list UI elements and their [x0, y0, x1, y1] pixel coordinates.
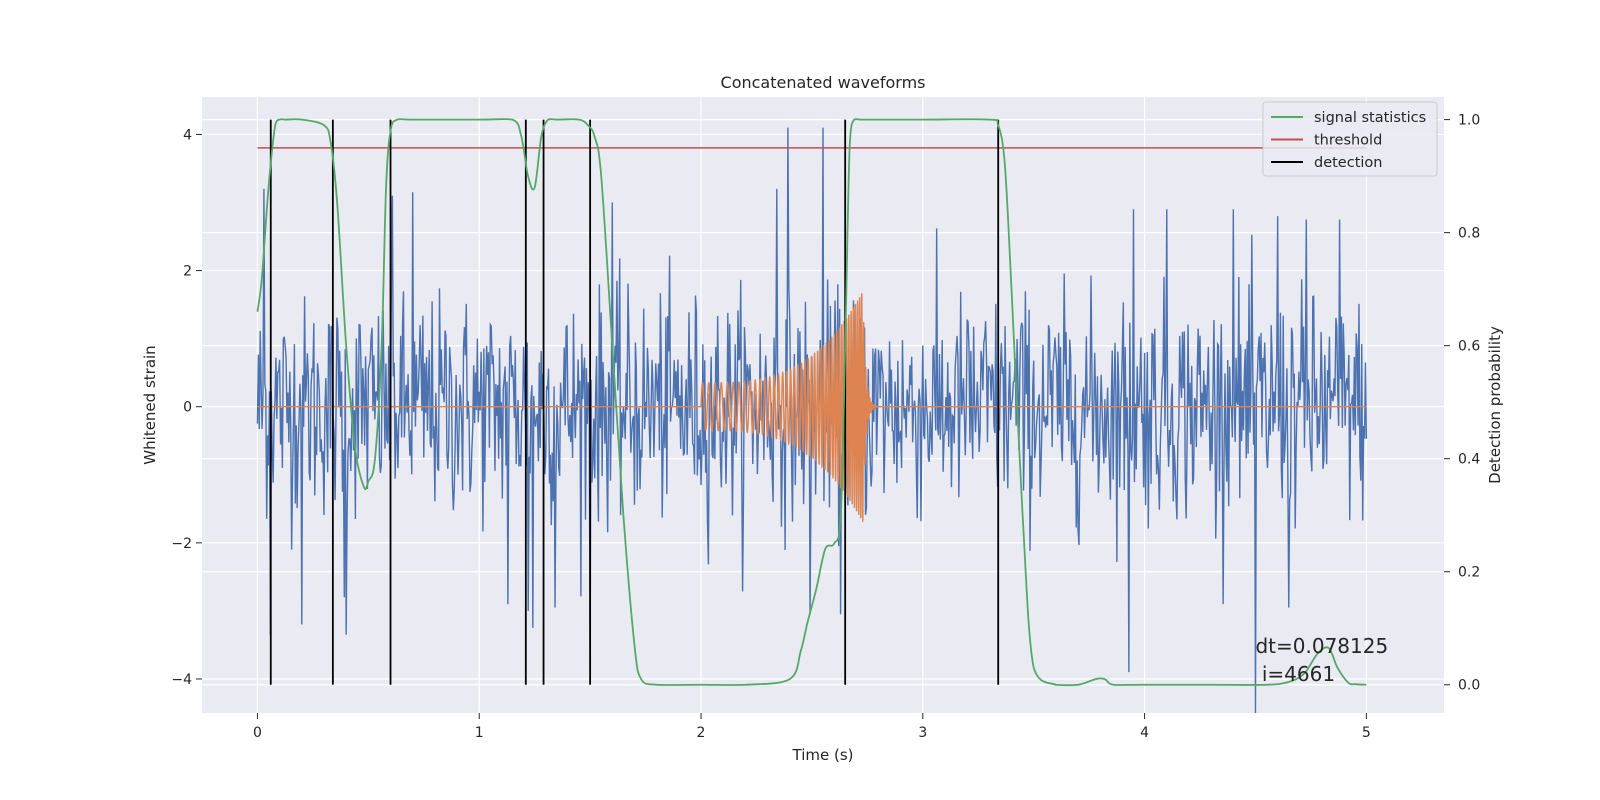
legend-label-threshold: threshold — [1314, 133, 1382, 149]
y-tick-label: 0 — [183, 400, 192, 416]
y-right-tick-label: 0.8 — [1458, 226, 1480, 242]
x-tick-label: 1 — [475, 725, 484, 741]
legend-label-detection: detection — [1314, 155, 1382, 171]
x-tick-label: 0 — [253, 725, 262, 741]
axis-layer: 0 1 2 3 4 5 −4 −2 0 2 4 0.0 0.2 0.4 0.6 0.8 1.0 — [171, 113, 1480, 741]
y-tick-label: 2 — [183, 264, 192, 280]
y-right-tick-label: 0.6 — [1458, 339, 1480, 355]
y-tick-label: −4 — [171, 672, 192, 688]
series-layer — [256, 118, 1368, 714]
y-right-tick-label: 0.0 — [1458, 678, 1480, 694]
x-tick-label: 5 — [1362, 725, 1371, 741]
y-right-tick-label: 1.0 — [1458, 113, 1480, 129]
y-right-tick-label: 0.2 — [1458, 565, 1480, 581]
y-axis-right-title: Detection probability — [1486, 326, 1504, 484]
series-injected-waveform — [257, 293, 1367, 522]
x-tick-label: 4 — [1140, 725, 1149, 741]
y-right-tick-label: 0.4 — [1458, 452, 1480, 468]
legend-label-signal-statistics: signal statistics — [1314, 110, 1426, 126]
annotation-dt: dt=0.078125 — [1255, 634, 1388, 658]
y-tick-label: −2 — [171, 536, 192, 552]
x-tick-label: 3 — [918, 725, 927, 741]
annotation-index: i=4661 — [1255, 662, 1335, 686]
y-tick-label: 4 — [183, 127, 192, 143]
x-tick-label: 2 — [697, 725, 706, 741]
series-signal-statistics — [256, 118, 1367, 687]
legend-box — [1262, 101, 1438, 177]
legend: signal statistics threshold detection — [1262, 101, 1438, 177]
chart-title: Concatenated waveforms — [721, 73, 926, 92]
x-axis-title: Time (s) — [792, 746, 854, 764]
y-axis-title: Whitened strain — [141, 345, 159, 464]
